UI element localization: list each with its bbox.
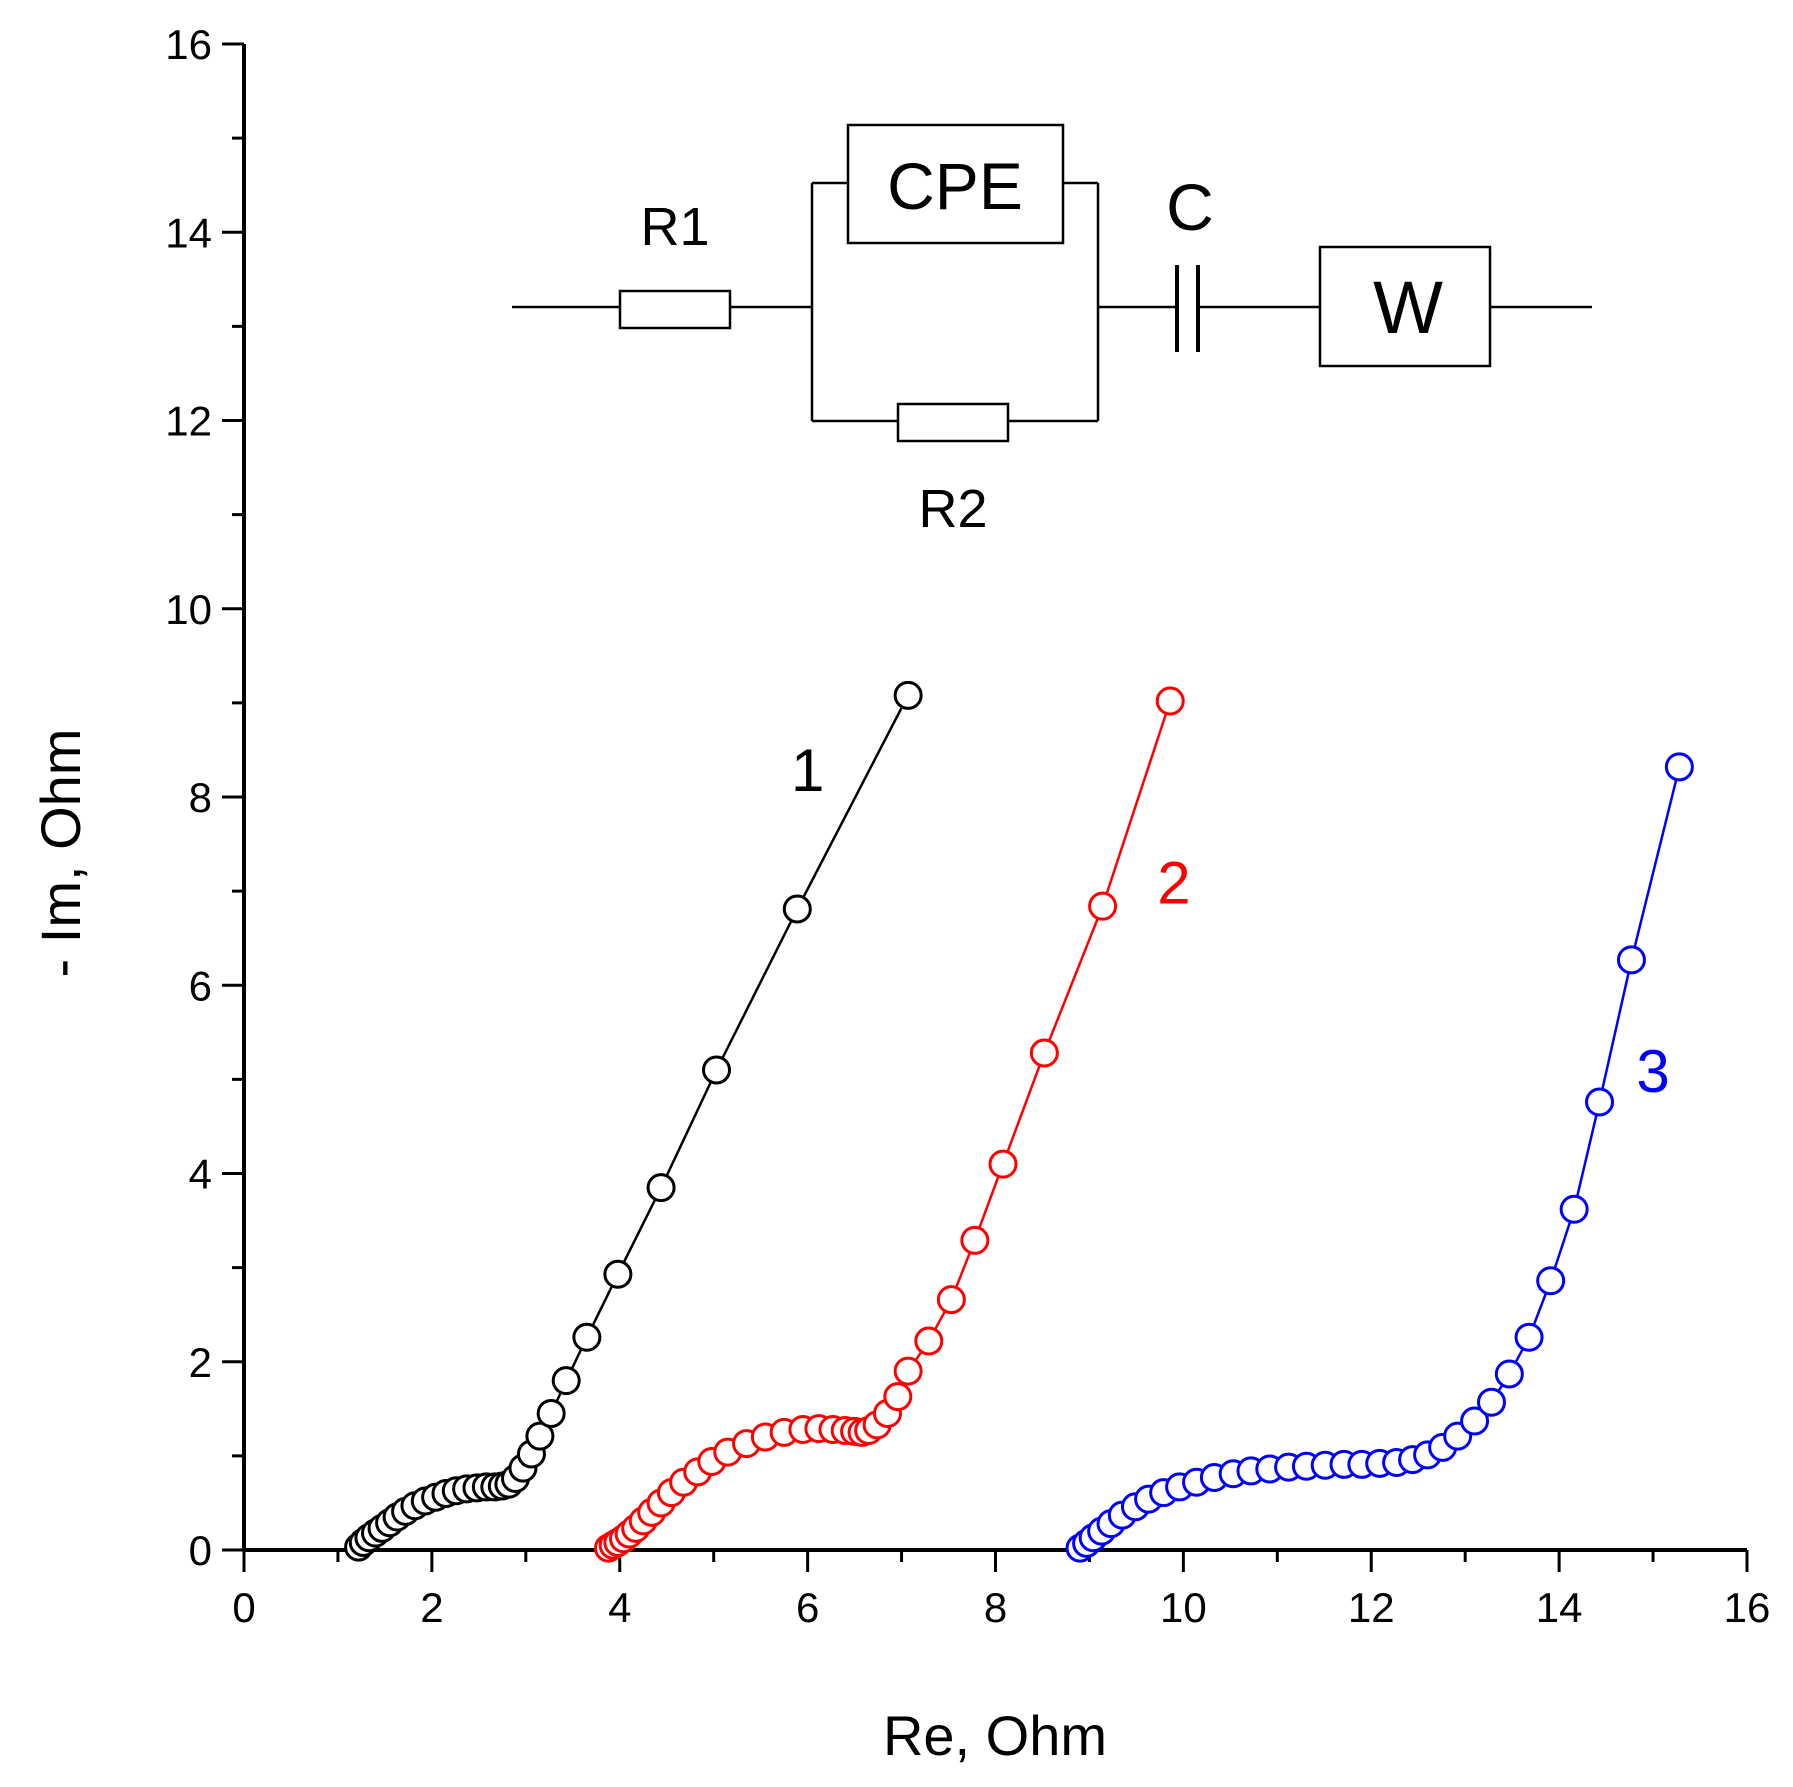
- series-2-point: [883, 1382, 913, 1412]
- series-1-point: [603, 1259, 633, 1289]
- x-tick-label: 12: [1348, 1584, 1395, 1631]
- x-tick-label: 6: [796, 1584, 819, 1631]
- y-tick-label: 8: [189, 774, 212, 821]
- x-tick-label: 14: [1536, 1584, 1583, 1631]
- x-axis-title: Re, Ohm: [883, 1704, 1107, 1767]
- series-1-point: [782, 894, 812, 924]
- series-3-point: [1476, 1387, 1506, 1417]
- x-tick-label: 16: [1724, 1584, 1771, 1631]
- x-tick-label: 10: [1160, 1584, 1207, 1631]
- x-tick-label: 2: [420, 1584, 443, 1631]
- series-3-point: [1494, 1359, 1524, 1389]
- r1-resistor: [618, 289, 732, 330]
- series-2-point: [960, 1225, 990, 1255]
- series-2-point: [1029, 1038, 1059, 1068]
- c-label: C: [1166, 170, 1214, 244]
- series-2-point: [893, 1356, 923, 1386]
- series-3-point: [1514, 1322, 1544, 1352]
- series-3-point: [1460, 1406, 1490, 1436]
- y-tick-label: 4: [189, 1151, 212, 1198]
- series-3-point: [1616, 945, 1646, 975]
- series-1-point: [551, 1366, 581, 1396]
- series-1-label: 1: [791, 737, 824, 804]
- series-1: [344, 680, 923, 1562]
- y-axis-title: - Im, Ohm: [29, 729, 92, 978]
- x-tick-label: 8: [984, 1584, 1007, 1631]
- series-2: [593, 686, 1185, 1563]
- y-tick-label: 10: [165, 586, 212, 633]
- series-3-point: [1664, 752, 1694, 782]
- cpe-element: [846, 123, 1065, 245]
- series-3-point: [1536, 1266, 1566, 1296]
- y-tick-label: 14: [165, 209, 212, 256]
- series-group: [344, 680, 1694, 1563]
- warburg-element: [1318, 245, 1492, 368]
- equivalent-circuit: [512, 123, 1592, 443]
- series-1-point: [893, 680, 923, 710]
- y-tick-label: 12: [165, 398, 212, 445]
- x-tick-label: 4: [608, 1584, 631, 1631]
- y-tick-label: 16: [165, 21, 212, 68]
- r2-label: R2: [918, 479, 987, 539]
- series-1-point: [702, 1055, 732, 1085]
- r1-label: R1: [640, 197, 709, 257]
- r2-resistor: [896, 402, 1010, 443]
- series-2-point: [988, 1149, 1018, 1179]
- y-ticks: 0 2 4 6 8 10 12 14 16: [165, 21, 244, 1574]
- series-2-point: [914, 1326, 944, 1356]
- w-label: W: [1373, 266, 1443, 349]
- series-1-point: [646, 1173, 676, 1203]
- y-tick-label: 6: [189, 962, 212, 1009]
- series-3-point: [1585, 1087, 1615, 1117]
- series-2-label: 2: [1157, 850, 1190, 917]
- series-1-point: [525, 1421, 555, 1451]
- y-tick-label: 0: [189, 1527, 212, 1574]
- x-ticks: 0 2 4 6 8 10 12 14 16: [232, 1550, 1770, 1631]
- x-tick-label: 0: [232, 1584, 255, 1631]
- series-1-point: [572, 1322, 602, 1352]
- y-tick-label: 2: [189, 1339, 212, 1386]
- series-labels: 1 2 3: [791, 737, 1670, 1105]
- series-3-point: [1559, 1194, 1589, 1224]
- series-3-label: 3: [1636, 1038, 1669, 1105]
- series-2-point: [1088, 891, 1118, 921]
- series-3: [1065, 752, 1694, 1563]
- cpe-label: CPE: [887, 149, 1023, 223]
- series-1-point: [536, 1399, 566, 1429]
- series-2-point: [936, 1285, 966, 1315]
- series-2-point: [1155, 686, 1185, 716]
